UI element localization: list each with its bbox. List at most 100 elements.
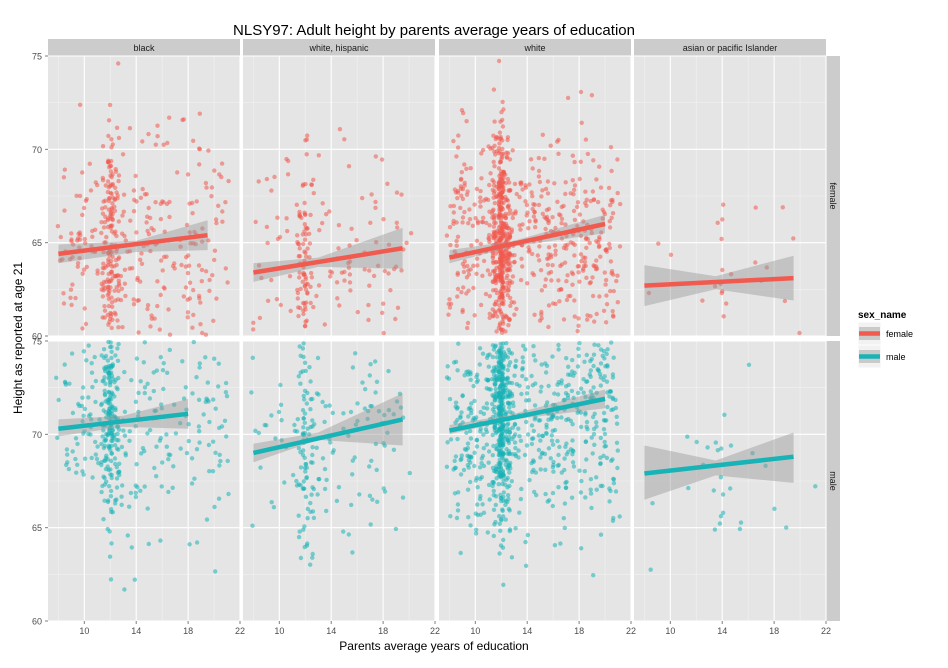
- data-point: [595, 199, 601, 205]
- data-point: [355, 309, 360, 315]
- data-point: [715, 220, 720, 225]
- data-point: [108, 488, 114, 494]
- data-point: [490, 401, 495, 407]
- facet-strip-col: [243, 39, 435, 56]
- data-point: [311, 486, 316, 492]
- data-point: [113, 501, 118, 506]
- data-point: [568, 240, 573, 245]
- data-point: [548, 228, 554, 234]
- facet-strip-row-label: male: [828, 471, 838, 491]
- data-point: [444, 464, 450, 469]
- data-point: [543, 370, 549, 375]
- data-point: [119, 286, 125, 291]
- data-point: [206, 148, 211, 153]
- data-point: [212, 504, 217, 510]
- data-point: [548, 252, 554, 258]
- data-point: [223, 200, 228, 205]
- data-point: [309, 275, 315, 280]
- data-point: [466, 414, 471, 419]
- data-point: [303, 212, 308, 217]
- data-point: [487, 352, 492, 357]
- data-point: [601, 453, 606, 458]
- data-point: [259, 275, 264, 281]
- data-point: [507, 470, 512, 475]
- data-point: [68, 295, 73, 300]
- data-point: [559, 287, 564, 292]
- data-point: [506, 363, 511, 368]
- data-point: [602, 439, 607, 445]
- data-point: [102, 393, 108, 398]
- data-point: [398, 405, 404, 410]
- data-point: [571, 187, 577, 193]
- data-point: [122, 433, 128, 438]
- data-point: [108, 313, 114, 319]
- data-point: [353, 351, 358, 356]
- y-tick-label: 60: [32, 617, 42, 627]
- data-point: [507, 401, 512, 406]
- data-point: [546, 383, 551, 389]
- data-point: [276, 409, 282, 415]
- data-point: [303, 494, 309, 499]
- data-point: [308, 407, 313, 412]
- data-point: [350, 458, 355, 463]
- data-point: [536, 202, 542, 208]
- data-point: [496, 405, 502, 411]
- data-point: [588, 389, 593, 394]
- data-point: [500, 379, 505, 384]
- data-point: [106, 133, 111, 139]
- facet-panel: [439, 55, 632, 337]
- data-point: [539, 384, 544, 389]
- data-point: [298, 286, 303, 292]
- data-point: [590, 275, 595, 280]
- data-point: [585, 379, 590, 384]
- facet-strip-row-label: female: [828, 182, 838, 209]
- data-point: [484, 429, 489, 435]
- data-point: [556, 278, 561, 283]
- data-point: [480, 273, 485, 278]
- data-point: [68, 287, 74, 292]
- data-point: [212, 257, 217, 263]
- data-point: [212, 356, 217, 361]
- data-point: [70, 410, 76, 416]
- data-point: [544, 430, 549, 436]
- data-point: [265, 298, 271, 303]
- data-point: [114, 497, 119, 502]
- data-point: [478, 465, 483, 470]
- data-point: [113, 229, 118, 234]
- data-point: [99, 401, 105, 406]
- facet-strip-col-label: white: [523, 43, 545, 53]
- data-point: [200, 226, 205, 231]
- data-point: [102, 315, 107, 320]
- data-point: [194, 540, 200, 545]
- data-point: [524, 391, 530, 396]
- data-point: [478, 429, 483, 434]
- data-point: [112, 456, 118, 461]
- data-point: [487, 182, 492, 188]
- data-point: [516, 426, 521, 431]
- data-point: [479, 176, 484, 181]
- data-point: [155, 303, 160, 309]
- data-point: [223, 266, 228, 271]
- data-point: [600, 216, 605, 221]
- data-point: [518, 277, 524, 283]
- data-point: [125, 533, 130, 538]
- data-point: [513, 358, 519, 363]
- data-point: [301, 479, 306, 484]
- data-point: [129, 378, 134, 383]
- data-point: [529, 190, 534, 195]
- x-tick-label: 22: [430, 626, 440, 636]
- data-point: [250, 523, 255, 528]
- data-point: [127, 429, 132, 434]
- data-point: [587, 240, 592, 246]
- data-point: [199, 279, 204, 284]
- data-point: [604, 455, 610, 461]
- data-point: [467, 207, 472, 212]
- data-point: [460, 215, 466, 220]
- data-point: [63, 380, 68, 385]
- data-point: [301, 425, 306, 430]
- data-point: [588, 358, 593, 364]
- data-point: [203, 399, 208, 405]
- data-point: [717, 521, 723, 526]
- data-point: [305, 133, 310, 138]
- data-point: [514, 191, 519, 197]
